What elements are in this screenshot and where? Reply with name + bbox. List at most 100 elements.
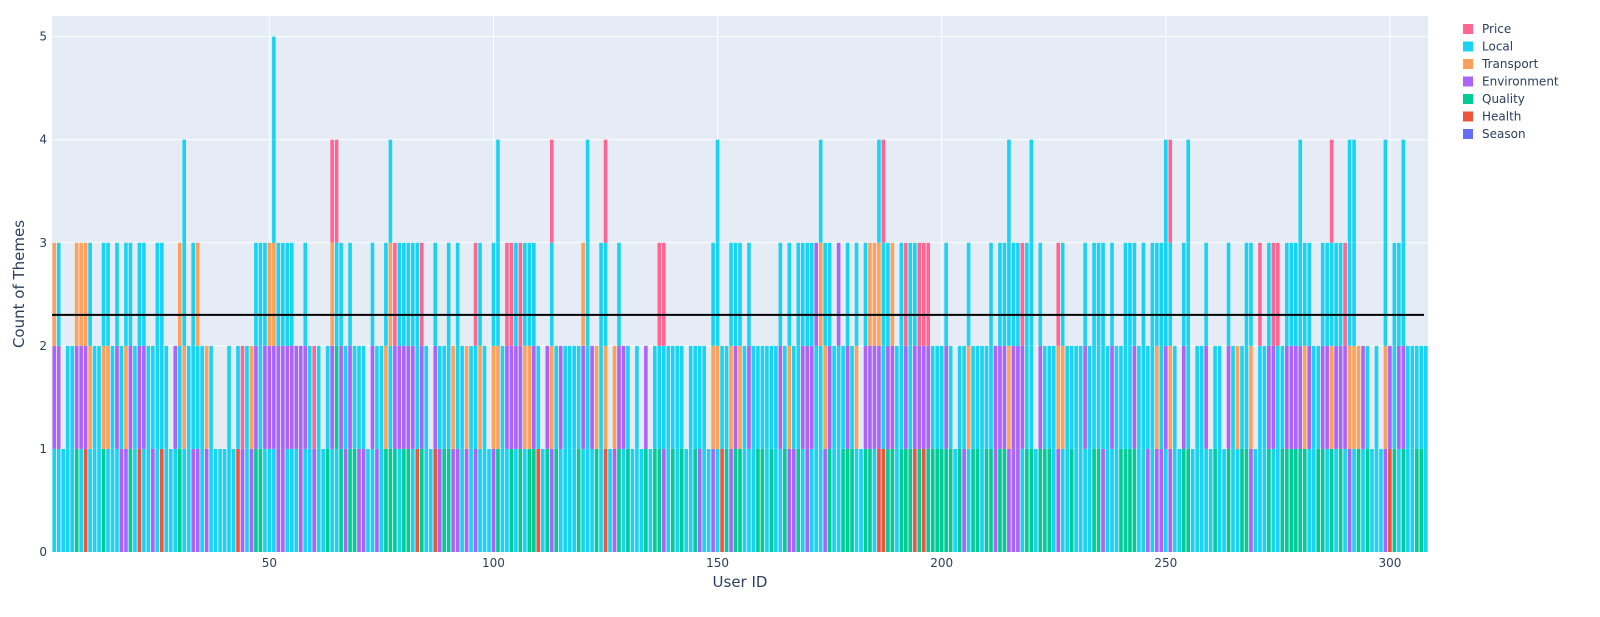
bar-segment-environment [240,448,245,552]
bar-segment-local [146,448,151,552]
bar-segment-transport [523,345,527,449]
bar-segment-quality [128,448,133,552]
legend-item-price[interactable]: Price [1482,22,1511,36]
bar-segment-local [715,242,720,346]
bar-segment-local [361,345,366,449]
bar-segment-local [666,448,671,552]
bar-segment-health [137,448,142,552]
bar-segment-environment [1249,448,1253,552]
bar-segment-local [88,448,92,552]
bar-segment-local [1119,345,1123,449]
legend-swatch-season [1463,129,1473,139]
bar-segment-health [877,448,881,552]
bar-segment-local [966,242,971,346]
bar-segment-environment [451,448,455,552]
legend-item-season[interactable]: Season [1482,127,1526,141]
bar-segment-environment [267,345,272,449]
bar-segment-environment [805,345,810,449]
bar-segment-quality [1226,448,1231,552]
legend-item-quality[interactable]: Quality [1482,92,1525,106]
bar-segment-local [1123,345,1128,449]
bar-segment-local [1195,448,1199,552]
bar-segment-local [303,448,308,552]
bar-segment-quality [446,448,451,552]
bar-segment-local [711,242,715,346]
bar-segment-environment [1155,448,1159,552]
bar-segment-local [765,448,769,552]
bar-segment-quality [1025,448,1029,552]
bar-segment-local [1110,242,1114,346]
bar-segment-quality [760,448,765,552]
bar-segment-local [1123,242,1128,346]
bar-segment-environment [1110,345,1114,449]
bar-segment-local [272,448,276,552]
bar-segment-health [83,448,88,552]
bar-segment-local [142,448,146,552]
bar-segment-local [272,139,276,243]
bar-segment-environment [509,345,514,449]
legend[interactable]: Price Local Transport Environment Quality Hea… [1463,22,1559,141]
bar-segment-transport [74,242,79,346]
bar-segment-local [1007,139,1011,243]
bar-segment-environment [581,345,585,449]
bar-segment-local [1141,448,1146,552]
bar-segment-local [1141,242,1146,346]
bar-segment-environment [343,448,348,552]
bar-segment-local [325,345,330,449]
bar-segment-local [1172,448,1177,552]
bar-segment-health [913,448,917,552]
bar-segment-environment [272,345,276,449]
legend-item-health[interactable]: Health [1482,110,1521,124]
bar-segment-environment [836,242,841,346]
bar-segment-local [1285,242,1289,346]
bar-segment-local [935,345,940,449]
bar-segment-local [128,242,133,346]
legend-item-local[interactable]: Local [1482,40,1513,54]
bar-segment-transport [729,345,733,449]
bar-segment-local [52,448,57,552]
bar-segment-local [688,345,693,449]
bar-segment-quality [975,448,980,552]
bar-segment-quality [1401,448,1406,552]
bar-segment-environment [330,345,334,449]
bar-segment-local [200,345,204,449]
bar-segment-local [1101,242,1105,346]
bar-segment-local [482,448,487,552]
bar-segment-environment [1164,345,1168,449]
bar-segment-local [1083,242,1087,346]
bar-segment-local [1374,345,1379,449]
bar-segment-environment [1204,345,1208,449]
bar-segment-local [1280,345,1285,449]
bar-segment-price [1258,242,1262,346]
legend-item-transport[interactable]: Transport [1481,57,1539,71]
bar-segment-local [585,345,590,449]
bar-segment-local [213,448,218,552]
bar-segment-local [366,448,370,552]
bar-segment-local [1334,242,1338,346]
bar-segment-local [563,448,567,552]
bar-segment-transport [267,242,272,346]
bar-segment-local [756,345,760,449]
bar-segment-quality [644,448,648,552]
bar-segment-local [567,345,572,449]
bar-segment-local [1370,448,1374,552]
bar-segment-environment [276,345,281,449]
bar-segment-transport [79,242,83,346]
bar-segment-local [142,242,146,346]
bar-segment-environment [142,345,146,449]
bar-segment-local [379,345,384,449]
bar-segment-local [675,448,680,552]
bar-segment-local [1150,448,1155,552]
bar-segment-local [236,345,240,449]
legend-item-environment[interactable]: Environment [1482,75,1559,89]
bar-segment-quality [939,448,944,552]
bar-segment-local [1065,345,1069,449]
bar-segment-local [209,345,213,449]
bar-segment-local [1146,345,1150,449]
bar-segment-local [222,448,227,552]
bar-segment-local [563,345,567,449]
bar-segment-environment [549,448,554,552]
bar-segment-price [603,139,608,243]
bar-segment-local [491,242,496,346]
bar-segment-local [1150,242,1155,346]
